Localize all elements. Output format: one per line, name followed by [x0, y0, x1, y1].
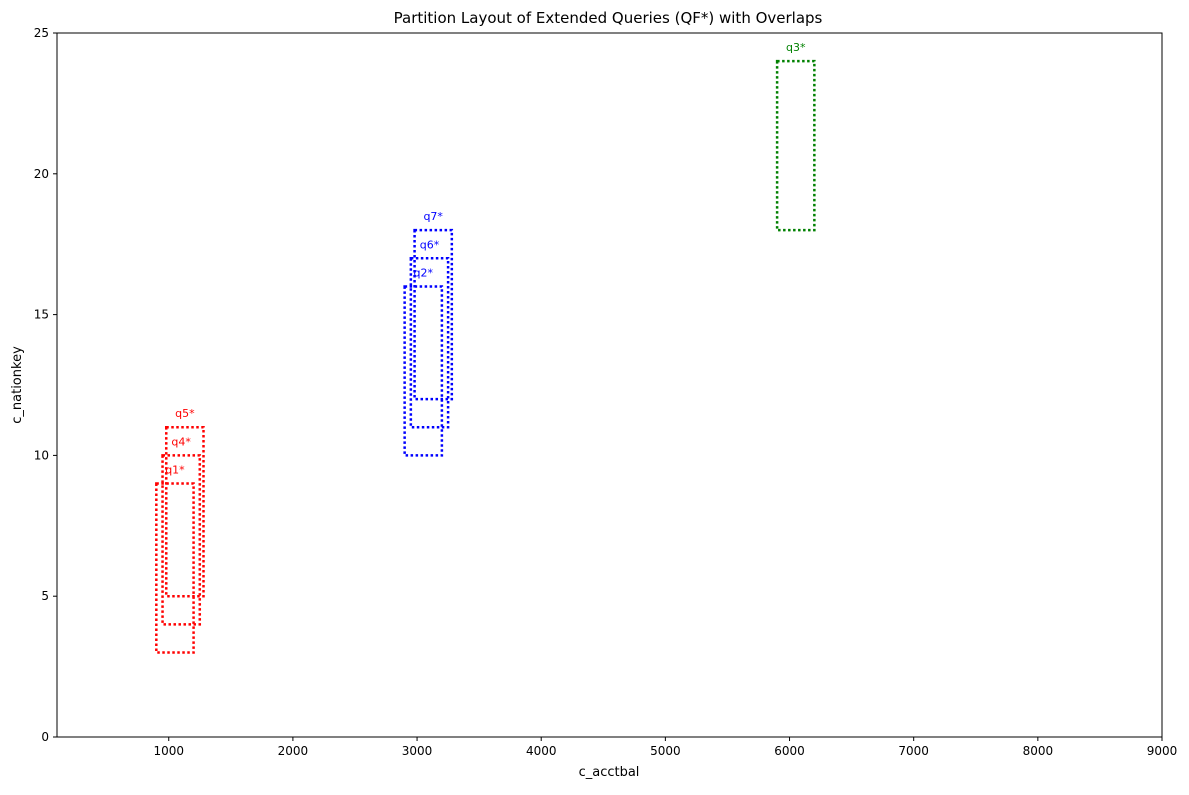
axis-ticks: 1000 2000 3000 4000 5000 6000 7000 8000 9000 0 5 10…: [34, 26, 1178, 758]
x-axis-label: c_acctbal: [579, 765, 640, 780]
x-tick-label: 7000: [898, 744, 929, 758]
x-tick-label: 3000: [402, 744, 433, 758]
plot-area: q1* q4* q5* q2* q6* q7* q3*: [155, 41, 816, 654]
x-tick-label: 4000: [526, 744, 557, 758]
y-tick-label: 5: [41, 589, 49, 603]
y-axis-label: c_nationkey: [10, 346, 25, 424]
chart-title: Partition Layout of Extended Queries (QF…: [394, 9, 823, 27]
y-tick-label: 0: [41, 730, 49, 744]
x-tick-label: 1000: [153, 744, 184, 758]
query-label-q4: q4*: [171, 435, 191, 448]
x-tick-label: 8000: [1023, 744, 1054, 758]
query-label-q5: q5*: [175, 407, 195, 420]
query-label-q1: q1*: [165, 464, 185, 477]
query-label-q6: q6*: [420, 238, 440, 251]
axes-frame: [56, 32, 1163, 738]
query-rect-q5: [165, 425, 205, 598]
y-tick-label: 15: [34, 308, 49, 322]
query-rect-q2: [403, 285, 444, 457]
x-tick-label: 9000: [1147, 744, 1178, 758]
query-rect-q1: [155, 482, 195, 654]
query-label-q3: q3*: [786, 41, 806, 54]
query-label-q2: q2*: [414, 266, 434, 279]
y-tick-label: 20: [34, 167, 49, 181]
query-rect-q6: [409, 257, 450, 429]
x-tick-label: 2000: [278, 744, 309, 758]
query-label-q7: q7*: [423, 210, 443, 223]
query-rect-q4: [161, 454, 202, 626]
x-tick-label: 6000: [774, 744, 805, 758]
query-rect-q3: [775, 59, 816, 232]
y-tick-label: 25: [34, 26, 49, 40]
y-tick-label: 10: [34, 448, 49, 462]
query-rect-q7: [413, 228, 454, 401]
x-tick-label: 5000: [650, 744, 681, 758]
